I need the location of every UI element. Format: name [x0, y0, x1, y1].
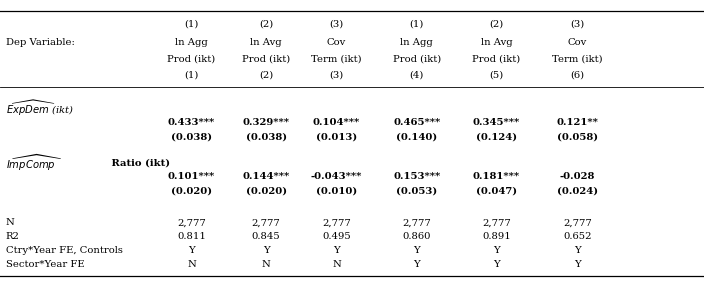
Text: N: N	[6, 218, 14, 227]
Text: (2): (2)	[259, 20, 273, 29]
Text: -0.043***: -0.043***	[311, 172, 362, 181]
Text: (0.020): (0.020)	[171, 186, 212, 196]
Text: Y: Y	[263, 246, 270, 255]
Text: 0.811: 0.811	[177, 232, 206, 241]
Text: ln Avg: ln Avg	[251, 38, 282, 47]
Text: ln Agg: ln Agg	[175, 38, 208, 47]
Text: (0.038): (0.038)	[171, 132, 212, 141]
Text: (1): (1)	[410, 20, 424, 29]
Text: 0.345***: 0.345***	[472, 118, 520, 127]
Text: (0.124): (0.124)	[476, 132, 517, 141]
Text: (0.024): (0.024)	[557, 186, 598, 196]
Text: Y: Y	[188, 246, 195, 255]
Text: $\widehat{ExpDem}$ (ikt): $\widehat{ExpDem}$ (ikt)	[6, 99, 74, 118]
Text: Y: Y	[493, 260, 500, 269]
Text: 2,777: 2,777	[252, 218, 280, 227]
Text: (0.010): (0.010)	[316, 186, 357, 196]
Text: (6): (6)	[570, 70, 584, 80]
Text: (0.038): (0.038)	[246, 132, 287, 141]
Text: Term (ikt): Term (ikt)	[311, 54, 362, 63]
Text: 0.845: 0.845	[252, 232, 280, 241]
Text: 2,777: 2,777	[177, 218, 206, 227]
Text: (2): (2)	[489, 20, 503, 29]
Text: $\widehat{ImpComp}$: $\widehat{ImpComp}$	[6, 153, 62, 173]
Text: (5): (5)	[489, 70, 503, 80]
Text: 2,777: 2,777	[482, 218, 510, 227]
Text: (0.140): (0.140)	[396, 132, 437, 141]
Text: -0.028: -0.028	[560, 172, 595, 181]
Text: 0.860: 0.860	[403, 232, 431, 241]
Text: Y: Y	[574, 260, 581, 269]
Text: (2): (2)	[259, 70, 273, 80]
Text: Prod (ikt): Prod (ikt)	[168, 54, 215, 63]
Text: 0.495: 0.495	[322, 232, 351, 241]
Text: 2,777: 2,777	[403, 218, 431, 227]
Text: 2,777: 2,777	[563, 218, 591, 227]
Text: Prod (ikt): Prod (ikt)	[472, 54, 520, 63]
Text: R2: R2	[6, 232, 20, 241]
Text: 0.891: 0.891	[482, 232, 510, 241]
Text: 0.144***: 0.144***	[242, 172, 290, 181]
Text: 0.329***: 0.329***	[243, 118, 289, 127]
Text: (4): (4)	[410, 70, 424, 80]
Text: N: N	[187, 260, 196, 269]
Text: 0.181***: 0.181***	[473, 172, 520, 181]
Text: Cov: Cov	[327, 38, 346, 47]
Text: ln Agg: ln Agg	[401, 38, 433, 47]
Text: Y: Y	[493, 246, 500, 255]
Text: Cov: Cov	[567, 38, 587, 47]
Text: N: N	[332, 260, 341, 269]
Text: 0.104***: 0.104***	[313, 118, 360, 127]
Text: Ratio (ikt): Ratio (ikt)	[108, 158, 170, 167]
Text: (0.047): (0.047)	[476, 186, 517, 196]
Text: Ctry*Year FE, Controls: Ctry*Year FE, Controls	[6, 246, 122, 255]
Text: (1): (1)	[184, 70, 199, 80]
Text: N: N	[262, 260, 270, 269]
Text: 2,777: 2,777	[322, 218, 351, 227]
Text: Term (ikt): Term (ikt)	[552, 54, 603, 63]
Text: 0.153***: 0.153***	[393, 172, 441, 181]
Text: (3): (3)	[329, 20, 344, 29]
Text: 0.433***: 0.433***	[168, 118, 215, 127]
Text: (3): (3)	[570, 20, 584, 29]
Text: Y: Y	[413, 260, 420, 269]
Text: 0.652: 0.652	[563, 232, 591, 241]
Text: Prod (ikt): Prod (ikt)	[393, 54, 441, 63]
Text: Sector*Year FE: Sector*Year FE	[6, 260, 84, 269]
Text: Y: Y	[333, 246, 340, 255]
Text: 0.101***: 0.101***	[168, 172, 215, 181]
Text: (0.053): (0.053)	[396, 186, 437, 196]
Text: 0.121**: 0.121**	[556, 118, 598, 127]
Text: Dep Variable:: Dep Variable:	[6, 38, 75, 47]
Text: (0.058): (0.058)	[557, 132, 598, 141]
Text: (0.020): (0.020)	[246, 186, 287, 196]
Text: Prod (ikt): Prod (ikt)	[242, 54, 290, 63]
Text: ln Avg: ln Avg	[481, 38, 512, 47]
Text: (1): (1)	[184, 20, 199, 29]
Text: 0.465***: 0.465***	[393, 118, 441, 127]
Text: Y: Y	[413, 246, 420, 255]
Text: Y: Y	[574, 246, 581, 255]
Text: (0.013): (0.013)	[316, 132, 357, 141]
Text: (3): (3)	[329, 70, 344, 80]
